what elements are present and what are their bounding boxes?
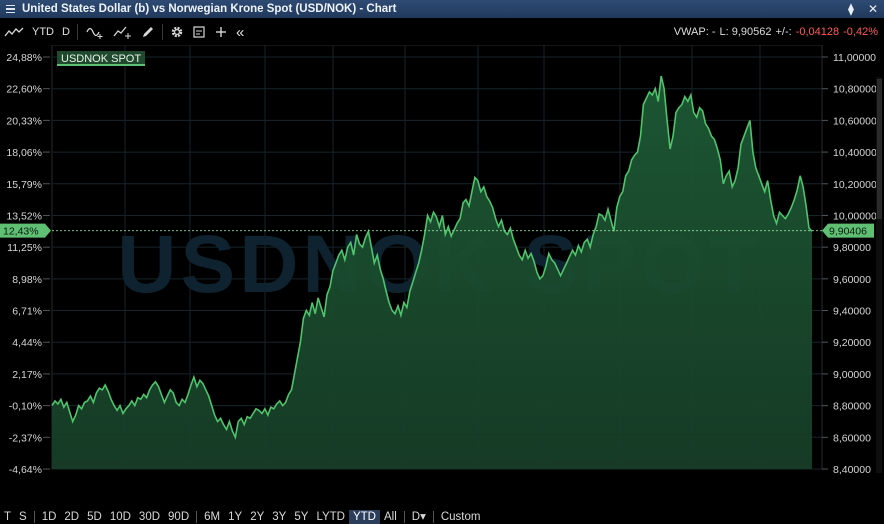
range-divider	[33, 511, 35, 523]
indicator-button[interactable]	[81, 20, 109, 44]
toolbar-divider	[76, 24, 78, 40]
right-tick-label: 8,60000	[833, 432, 871, 444]
range-divider	[403, 511, 405, 523]
interval-button[interactable]: D	[62, 26, 70, 38]
range-all-button[interactable]: All	[383, 511, 397, 523]
left-axis: 24,88% 22,60% 20,33% 18,06% 15,79% 13,52% 11,2…	[6, 52, 50, 476]
add-series-button[interactable]	[109, 20, 137, 44]
vwap-label: VWAP: -	[673, 26, 716, 38]
range-1d-button[interactable]: 1D	[41, 511, 57, 523]
current-pct-label: 12,43%	[3, 226, 39, 238]
left-tick-label: 4,44%	[12, 337, 42, 349]
right-scrollbar-thumb[interactable]	[877, 79, 882, 219]
current-price-label: 9,90406	[829, 226, 867, 238]
crosshair-button[interactable]	[210, 20, 232, 44]
range-6m-button[interactable]: 6M	[204, 511, 221, 523]
pin-icon[interactable]: ⧫	[848, 2, 854, 16]
left-tick-label: 2,17%	[12, 369, 42, 381]
right-tick-label: 10,20000	[833, 179, 877, 191]
close-icon[interactable]: ✕	[867, 2, 878, 16]
settings-button[interactable]	[166, 20, 188, 44]
left-tick-label: 15,79%	[6, 179, 42, 191]
left-tick-label: 18,06%	[6, 147, 42, 159]
right-tick-label: 10,60000	[833, 115, 877, 127]
left-tick-label: -4,64%	[9, 464, 42, 476]
plus-icon	[215, 27, 226, 37]
toolbar-divider	[161, 24, 163, 40]
net-change: -0,04128	[795, 26, 840, 38]
left-tick-label: 11,25%	[7, 242, 42, 254]
change-label: +/-:	[775, 26, 792, 38]
right-tick-label: 11,00000	[833, 52, 876, 64]
range-divider	[432, 511, 434, 523]
left-tick-label: -2,37%	[9, 432, 42, 444]
right-tick-label: 9,60000	[833, 274, 871, 286]
right-scrollbar[interactable]	[876, 77, 882, 473]
current-pct-badge: 12,43%	[0, 223, 51, 238]
last-price: L: 9,90562	[719, 26, 772, 38]
left-tick-label: -0,10%	[9, 401, 42, 413]
template-icon	[193, 26, 205, 38]
range-5y-button[interactable]: 5Y	[294, 511, 309, 523]
window-titlebar: United States Dollar (b) vs Norwegian Kr…	[0, 0, 884, 18]
range-divider	[196, 511, 198, 523]
quote-summary: VWAP: - L: 9,90562 +/-: -0,04128 -0,42%	[674, 20, 878, 44]
add-series-icon	[113, 26, 131, 39]
range-1y-button[interactable]: 1Y	[228, 511, 243, 523]
range-2y-button[interactable]: 2Y	[250, 511, 265, 523]
range-10d-button[interactable]: 10D	[109, 511, 131, 523]
window-title: United States Dollar (b) vs Norwegian Kr…	[22, 3, 397, 15]
draw-tool-button[interactable]	[137, 20, 159, 44]
series-legend[interactable]: USDNOK SPOT	[57, 51, 145, 66]
template-button[interactable]	[188, 20, 210, 44]
left-tick-label: 24,88%	[6, 52, 42, 64]
left-tick-label: 22,60%	[6, 84, 42, 96]
right-tick-label: 9,00000	[833, 369, 871, 381]
chart-type-button[interactable]	[0, 20, 28, 44]
right-tick-label: 10,80000	[833, 84, 877, 96]
period-button[interactable]: YTD	[32, 26, 54, 38]
range-s-button[interactable]: S	[19, 511, 27, 523]
range-custom-button[interactable]: Custom	[440, 511, 481, 523]
range-3y-button[interactable]: 3Y	[272, 511, 287, 523]
range-30d-button[interactable]: 30D	[138, 511, 161, 523]
price-chart[interactable]: USDNOK SPOT 24,88% 22,60% 20,33% 18,06% 15,7…	[0, 45, 884, 477]
current-price-badge: 9,90406	[822, 223, 874, 238]
range-ytd-button[interactable]: YTD	[348, 510, 380, 524]
price-area	[52, 76, 812, 469]
range-90d-button[interactable]: 90D	[168, 511, 190, 523]
chart-toolbar: YTD D « VWAP: - L: 9,90562 +/-: -0,04128…	[0, 20, 884, 44]
line-chart-icon	[4, 27, 24, 37]
left-tick-label: 6,71%	[12, 306, 42, 318]
range-d-button[interactable]: D▾	[411, 511, 426, 523]
right-tick-label: 8,40000	[833, 464, 871, 476]
indicator-icon	[86, 27, 103, 39]
right-axis: 11,00000 10,80000 10,60000 10,40000 10,20000…	[822, 52, 877, 476]
range-lytd-button[interactable]: LYTD	[316, 511, 345, 523]
right-tick-label: 9,20000	[833, 337, 871, 349]
series-legend-label: USDNOK SPOT	[61, 53, 141, 65]
right-tick-label: 9,40000	[833, 306, 871, 318]
collapse-button[interactable]: «	[232, 20, 248, 44]
range-5d-button[interactable]: 5D	[87, 511, 102, 523]
gear-icon	[171, 26, 183, 38]
right-tick-label: 9,80000	[833, 242, 871, 254]
right-tick-label: 10,40000	[833, 147, 877, 159]
double-chevron-left-icon: «	[235, 23, 245, 41]
pencil-icon	[142, 27, 153, 37]
left-tick-label: 8,98%	[12, 274, 42, 286]
right-tick-label: 8,80000	[833, 401, 871, 413]
right-tick-label: 10,00000	[833, 210, 877, 222]
pct-change: -0,42%	[843, 26, 878, 38]
range-selector: T S 1D 2D 5D 10D 30D 90D 6M 1Y 2Y 3Y 5Y LYTD YTD All D▾ C…	[0, 510, 884, 524]
hamburger-icon[interactable]	[2, 0, 18, 18]
range-t-button[interactable]: T	[4, 511, 12, 523]
left-tick-label: 20,33%	[6, 115, 42, 127]
range-2d-button[interactable]: 2D	[64, 511, 80, 523]
price-line	[51, 75, 813, 440]
left-tick-label: 13,52%	[6, 210, 42, 222]
